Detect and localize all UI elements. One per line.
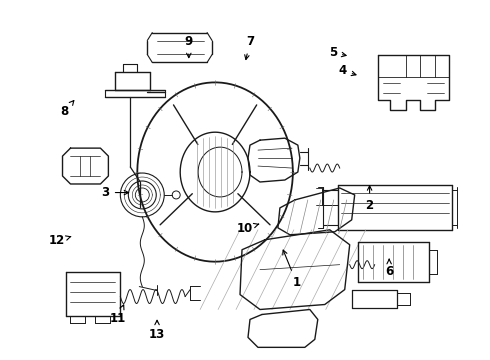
Text: 2: 2 (366, 186, 374, 212)
Text: 7: 7 (245, 35, 254, 59)
Text: 8: 8 (60, 100, 74, 118)
Text: 12: 12 (49, 234, 71, 247)
Text: 9: 9 (185, 35, 193, 58)
Text: 5: 5 (329, 46, 346, 59)
Text: 6: 6 (385, 259, 393, 278)
Text: 3: 3 (102, 186, 128, 199)
Text: 13: 13 (149, 320, 165, 341)
Text: 10: 10 (237, 222, 259, 235)
Text: 1: 1 (283, 250, 300, 289)
Text: 11: 11 (110, 305, 126, 325)
Text: 4: 4 (339, 64, 356, 77)
